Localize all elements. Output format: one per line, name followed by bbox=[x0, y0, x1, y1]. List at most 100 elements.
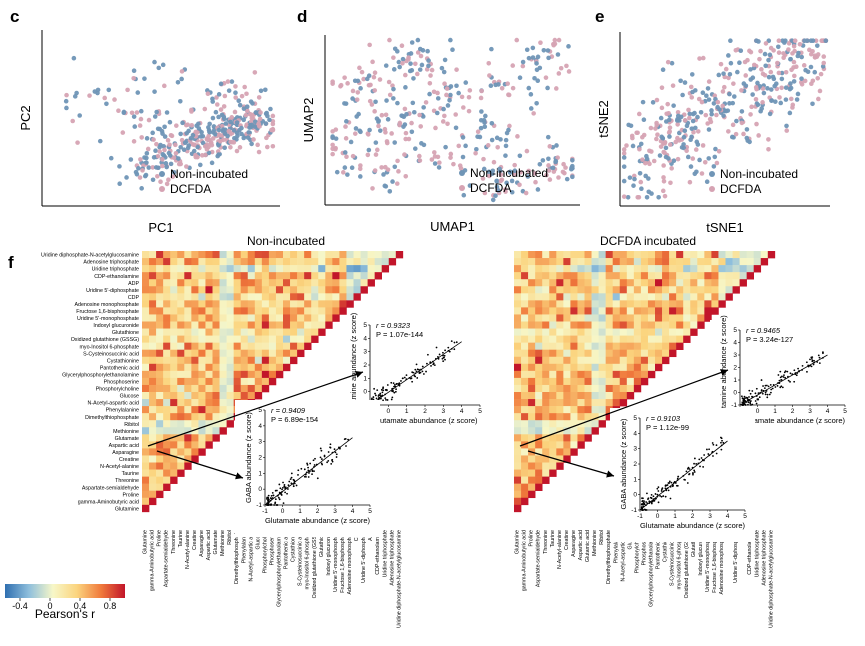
scatter-point bbox=[758, 48, 763, 54]
scatter-point bbox=[144, 136, 150, 141]
inset-point bbox=[767, 385, 770, 388]
scatter-point bbox=[486, 173, 492, 179]
heatmap-cell bbox=[633, 363, 642, 372]
inset-point bbox=[308, 472, 310, 474]
scatter-point bbox=[137, 175, 143, 180]
scatter-point bbox=[138, 116, 144, 122]
heatmap-cell bbox=[563, 406, 571, 414]
heatmap-cell bbox=[163, 455, 171, 463]
heatmap-cell bbox=[198, 265, 206, 273]
heatmap-cell bbox=[598, 265, 606, 273]
inset-point bbox=[712, 443, 715, 446]
heatmap-cell bbox=[268, 314, 277, 322]
scatter-point bbox=[104, 101, 109, 107]
scatter-point bbox=[799, 54, 805, 60]
heatmap-cell bbox=[521, 272, 529, 280]
scatter-point bbox=[570, 165, 575, 171]
inset-point bbox=[373, 387, 376, 390]
heatmap-cell bbox=[697, 293, 705, 301]
scatter-point bbox=[650, 100, 656, 105]
heatmap-cell bbox=[662, 293, 670, 301]
heatmap-cell bbox=[346, 265, 354, 273]
scatter-point bbox=[365, 131, 371, 136]
scatter-point bbox=[754, 121, 759, 127]
heatmap-cell bbox=[514, 321, 522, 329]
heatmap-col-label: Glycerylphosphorylethanolamine bbox=[277, 530, 283, 607]
heatmap-cell bbox=[156, 413, 164, 421]
heatmap-cell bbox=[626, 265, 635, 273]
heatmap-cell bbox=[163, 384, 171, 393]
heatmap-cell bbox=[535, 272, 543, 280]
inset-point bbox=[425, 370, 427, 373]
heatmap-cell bbox=[633, 265, 642, 273]
heatmap-cell bbox=[142, 427, 150, 435]
heatmap-cell bbox=[535, 363, 543, 372]
scatter-point bbox=[162, 124, 167, 130]
heatmap-cell bbox=[219, 328, 227, 336]
scatter-point bbox=[687, 115, 692, 121]
heatmap-row-label: Uridine diphosphate-N-acetylglucosamine bbox=[41, 253, 139, 259]
scatter-point bbox=[357, 166, 363, 172]
scatter-point bbox=[445, 121, 450, 127]
heatmap-title-left: Non-incubated bbox=[247, 234, 325, 248]
heatmap-cell bbox=[184, 342, 192, 350]
heatmap-cell bbox=[290, 356, 298, 365]
heatmap-row-label: Aspartate-semialdehyde bbox=[82, 485, 139, 491]
heatmap-cell bbox=[591, 399, 599, 407]
scatter-point bbox=[410, 100, 416, 106]
scatter-point bbox=[514, 37, 520, 43]
heatmap-cell bbox=[226, 363, 234, 372]
scatter-point bbox=[432, 150, 437, 155]
heatmap-cell bbox=[212, 321, 220, 329]
heatmap-cell bbox=[170, 476, 178, 484]
heatmap-cell bbox=[290, 258, 298, 266]
scatter-point bbox=[167, 153, 173, 158]
scatter-point bbox=[343, 136, 349, 141]
heatmap-cell bbox=[542, 279, 550, 287]
scatter-point bbox=[689, 95, 695, 100]
scatter-point bbox=[654, 136, 659, 142]
heatmap-cell bbox=[619, 279, 628, 287]
heatmap-cell bbox=[219, 293, 227, 301]
scatter-point bbox=[116, 108, 121, 114]
scatter-point bbox=[200, 133, 206, 139]
heatmap-cell bbox=[612, 265, 621, 273]
heatmap-cell bbox=[521, 476, 529, 484]
scatter-point bbox=[193, 129, 199, 135]
inset-point bbox=[267, 504, 270, 506]
heatmap-cell bbox=[367, 265, 375, 273]
heatmap-cell bbox=[219, 300, 227, 308]
scatter-point bbox=[453, 125, 459, 131]
heatmap-cell bbox=[261, 286, 270, 294]
scatter-point bbox=[540, 158, 546, 163]
heatmap-cell bbox=[304, 307, 312, 315]
heatmap-cell bbox=[549, 420, 557, 428]
heatmap-cell bbox=[535, 462, 543, 470]
inset-point bbox=[276, 504, 279, 506]
heatmap-cell bbox=[577, 370, 585, 379]
heatmap-cell bbox=[521, 441, 529, 449]
scatter-point bbox=[496, 188, 501, 193]
scatter-point bbox=[143, 172, 149, 178]
scatter-point bbox=[377, 128, 383, 133]
heatmap-cell bbox=[149, 441, 157, 449]
heatmap-cell bbox=[332, 286, 340, 294]
heatmap-cell bbox=[163, 279, 171, 287]
heatmap-cell bbox=[156, 251, 164, 259]
scatter-point bbox=[221, 104, 227, 109]
scatter-point bbox=[396, 169, 401, 174]
scatter-point bbox=[258, 110, 263, 115]
scatter-point bbox=[688, 137, 693, 142]
heatmap-cell bbox=[535, 286, 543, 294]
heatmap-cell bbox=[514, 504, 522, 513]
scatter-point bbox=[196, 126, 202, 131]
scatter-point bbox=[757, 56, 762, 62]
heatmap-cell bbox=[163, 356, 171, 365]
heatmap-col-label: Oxidized glutathione (GSSG) bbox=[684, 530, 690, 599]
scatter-point bbox=[418, 124, 424, 129]
heatmap-cell bbox=[711, 293, 719, 301]
heatmap-cell bbox=[177, 413, 185, 421]
inset-point bbox=[783, 374, 785, 376]
heatmap-cell bbox=[528, 349, 536, 358]
scatter-point bbox=[678, 114, 684, 120]
